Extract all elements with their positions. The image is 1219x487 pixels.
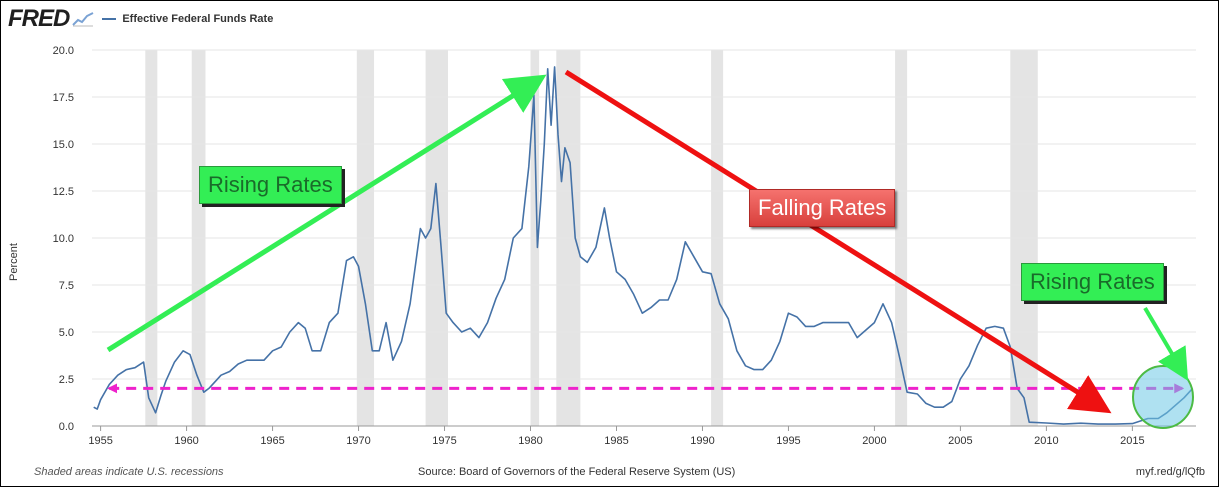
rising-rates-callout-left: Rising Rates (199, 166, 342, 204)
y-tick-label: 0.0 (59, 421, 74, 433)
y-tick-label: 10.0 (53, 233, 74, 245)
x-tick-label: 2000 (862, 435, 886, 447)
short-link[interactable]: myf.red/g/lQfb (1135, 466, 1205, 478)
source-note: Source: Board of Governors of the Federa… (418, 466, 736, 478)
x-tick-label: 1970 (346, 435, 370, 447)
x-tick-label: 1980 (518, 435, 542, 447)
rising-arrow-right (1143, 306, 1189, 381)
series-line-effective-federal-funds-rate (93, 66, 1194, 425)
legend-swatch (102, 18, 117, 20)
recession-note: Shaded areas indicate U.S. recessions (34, 466, 224, 478)
legend-label: Effective Federal Funds Rate (122, 13, 274, 25)
x-tick-label: 1955 (88, 435, 112, 447)
x-tick-label: 1965 (260, 435, 284, 447)
x-tick-label: 2005 (948, 435, 972, 447)
falling-arrow (564, 69, 1112, 414)
rising-rates-callout-right: Rising Rates (1021, 263, 1164, 301)
falling-rates-callout: Falling Rates (749, 189, 896, 227)
y-tick-label: 20.0 (53, 45, 74, 57)
chart-header: FRED Effective Federal Funds Rate (8, 5, 274, 32)
fred-logo[interactable]: FRED (8, 5, 70, 32)
rising-arrow-left (106, 74, 547, 353)
y-tick-label: 7.5 (59, 280, 74, 292)
x-tick-label: 1985 (604, 435, 628, 447)
fred-chart-icon (72, 12, 94, 27)
y-tick-label: 5.0 (59, 327, 74, 339)
x-tick-label: 1960 (174, 435, 198, 447)
y-tick-label: 17.5 (53, 92, 74, 104)
y-tick-label: 2.5 (59, 374, 74, 386)
highlight-ellipse (1132, 365, 1194, 429)
x-tick-label: 2015 (1120, 435, 1144, 447)
x-tick-label: 2010 (1034, 435, 1058, 447)
x-tick-label: 1995 (776, 435, 800, 447)
x-tick-label: 1990 (690, 435, 714, 447)
x-tick-label: 1975 (432, 435, 456, 447)
y-tick-label: 15.0 (53, 139, 74, 151)
y-tick-label: 12.5 (53, 186, 74, 198)
